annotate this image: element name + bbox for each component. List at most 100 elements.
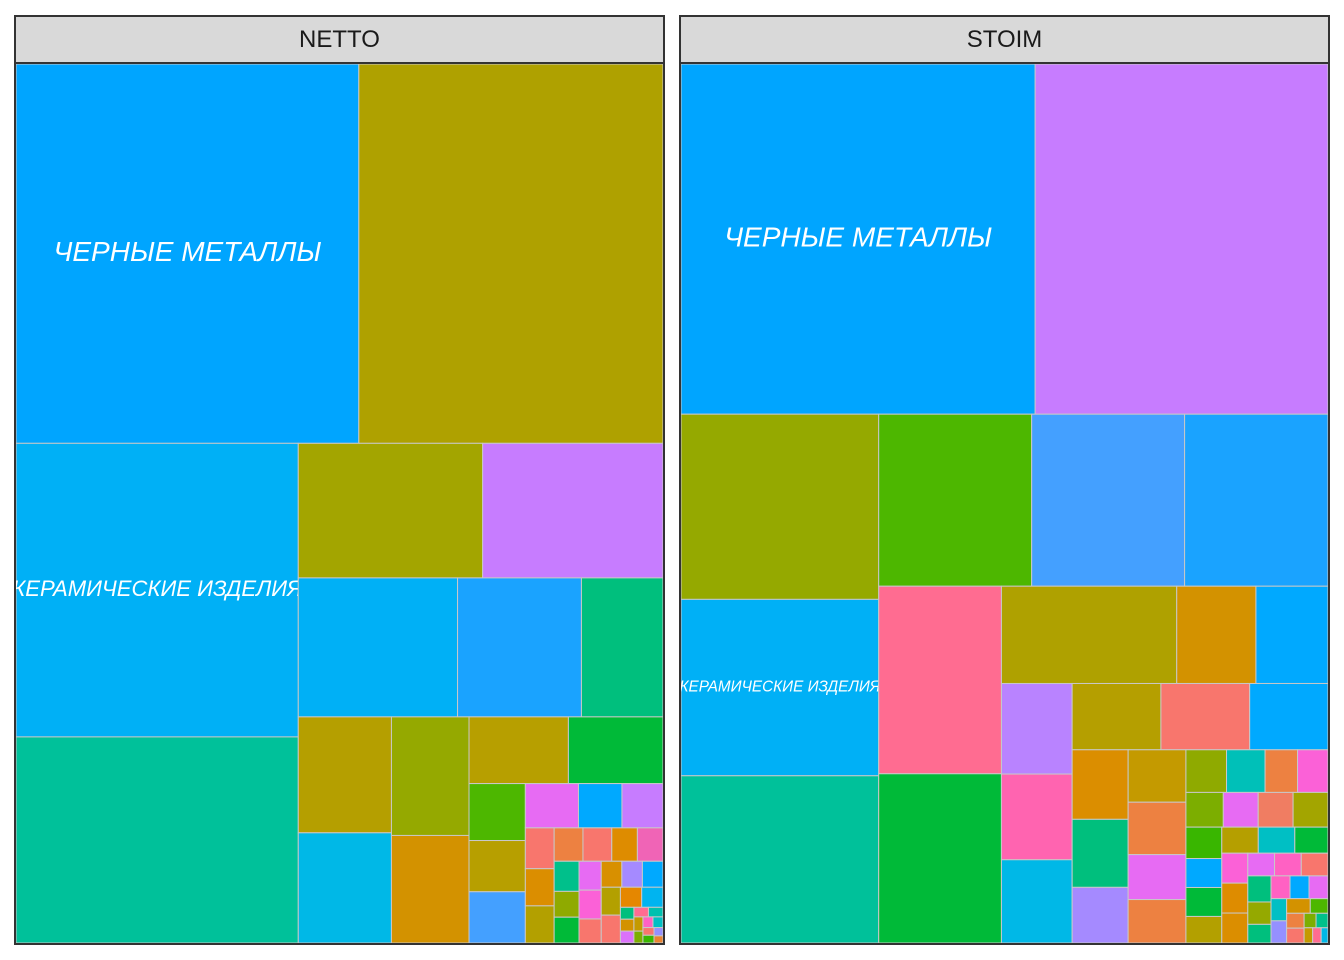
treemap-tile xyxy=(553,860,580,892)
treemap-tile xyxy=(1312,927,1322,943)
treemap-tile xyxy=(16,736,299,943)
treemap-tile xyxy=(878,773,1002,943)
treemap-tile xyxy=(1127,749,1187,803)
treemap-tile xyxy=(1308,875,1328,900)
treemap-tile xyxy=(1320,927,1328,943)
treemap-tile xyxy=(582,827,613,862)
treemap-tile xyxy=(878,585,1002,775)
treemap-tile xyxy=(1300,852,1328,877)
treemap-tile xyxy=(641,886,663,908)
treemap-tile xyxy=(1222,791,1259,828)
treemap-tile xyxy=(1031,413,1186,587)
treemap-tile xyxy=(524,868,555,907)
treemap-tile xyxy=(1185,858,1223,888)
treemap-tile xyxy=(611,827,638,862)
treemap-tile xyxy=(1185,826,1223,860)
treemap-tile xyxy=(641,860,663,888)
treemap-tile xyxy=(297,442,484,579)
tile-label: ЧЕРНЫЕ МЕТАЛЛЫ xyxy=(54,236,322,267)
tile-label: КЕРАМИЧЕСКИЕ ИЗДЕЛИЯ xyxy=(681,679,881,696)
treemap-tile xyxy=(297,716,392,834)
treemap-netto: ЧЕРНЫЕ МЕТАЛЛЫ КЕРАМИЧЕСКИЕ ИЗДЕЛИЯ xyxy=(16,64,663,943)
treemap-tile xyxy=(1309,898,1328,914)
treemap-tile xyxy=(1297,749,1328,793)
treemap-tile xyxy=(1127,854,1187,901)
treemap-tile xyxy=(578,918,602,943)
treemap-tile xyxy=(578,860,602,891)
treemap-tile xyxy=(390,834,470,943)
facet-strip-netto: NETTO xyxy=(14,15,665,64)
treemap-tile xyxy=(1185,791,1224,828)
treemap-tile xyxy=(1185,749,1228,793)
treemap-tile xyxy=(619,906,635,920)
treemap-tile xyxy=(567,716,663,785)
treemap-tile xyxy=(468,783,526,842)
treemap-tile xyxy=(1221,826,1259,854)
treemap-tile xyxy=(1071,749,1129,820)
treemap-tile xyxy=(1286,898,1311,914)
treemap-tile xyxy=(619,886,643,908)
treemap-tile xyxy=(1127,899,1187,943)
treemap-tile xyxy=(1289,875,1310,900)
treemap-tile xyxy=(642,916,654,929)
treemap-tile xyxy=(1315,912,1328,929)
treemap-tile xyxy=(578,889,602,920)
treemap-tile xyxy=(1247,901,1272,925)
treemap-tile xyxy=(1257,826,1296,854)
treemap-tile xyxy=(621,860,643,888)
treemap-tile xyxy=(482,442,663,579)
facet-title-netto: NETTO xyxy=(299,25,380,53)
treemap-tile xyxy=(468,891,526,943)
treemap-tile xyxy=(1071,818,1129,888)
treemap-tile xyxy=(1274,852,1302,877)
treemap-tile xyxy=(1176,585,1257,684)
treemap-tile xyxy=(1286,912,1305,929)
facet-stoim: STOIM ЧЕРНЫЕ МЕТАЛЛЫ КЕРАМИЧЕСКИЕ ИЗДЕЛИЯ xyxy=(679,15,1330,945)
treemap-tile xyxy=(1160,682,1251,751)
treemap-tile xyxy=(1286,927,1305,943)
treemap-tile xyxy=(1071,886,1129,943)
facet-title-stoim: STOIM xyxy=(966,25,1043,53)
treemap-tile xyxy=(1257,791,1294,828)
treemap-tile xyxy=(1000,682,1073,775)
treemap-tile xyxy=(468,716,569,785)
treemap-tile xyxy=(600,860,623,888)
treemap-tile xyxy=(633,906,649,918)
treemap-tile xyxy=(1221,882,1249,914)
treemap-tile xyxy=(457,577,582,718)
treemap-tile xyxy=(1292,791,1328,828)
treemap-tile xyxy=(577,783,623,829)
treemap-tile xyxy=(1247,875,1272,903)
treemap-tile xyxy=(1034,64,1328,415)
facet-netto: NETTO ЧЕРНЫЕ МЕТАЛЛЫ КЕРАМИЧЕСКИЕ ИЗДЕЛИЯ xyxy=(14,15,665,945)
treemap-tile xyxy=(1249,682,1328,751)
treemap-tile xyxy=(1270,920,1288,943)
treemap-tile xyxy=(600,914,621,943)
treemap-tile xyxy=(358,64,663,444)
treemap-tile xyxy=(524,827,555,870)
treemap-tile xyxy=(1270,898,1288,922)
treemap-tile xyxy=(1303,912,1317,929)
treemap-tile xyxy=(524,783,579,829)
facet-strip-stoim: STOIM xyxy=(679,15,1330,64)
treemap-tile xyxy=(681,64,1036,415)
treemap-tile xyxy=(621,783,663,829)
treemap-tile xyxy=(1247,852,1276,877)
facet-panel-netto: ЧЕРНЫЕ МЕТАЛЛЫ КЕРАМИЧЕСКИЕ ИЗДЕЛИЯ xyxy=(14,62,665,945)
treemap-tile xyxy=(1000,859,1073,943)
treemap-tile xyxy=(1247,923,1272,943)
treemap-tile xyxy=(297,832,392,943)
treemap-tile xyxy=(653,927,663,937)
treemap-tile xyxy=(580,577,663,718)
treemap-tile xyxy=(642,934,655,943)
treemap-tile xyxy=(652,916,663,929)
treemap-tile xyxy=(1000,585,1178,684)
treemap-tile xyxy=(553,890,580,918)
treemap-tile xyxy=(600,886,621,916)
treemap-tile xyxy=(553,827,584,862)
treemap-tile xyxy=(1184,413,1328,587)
treemap-tile xyxy=(1303,927,1314,943)
treemap-tile xyxy=(681,775,880,943)
treemap-tile xyxy=(1185,886,1223,917)
treemap-tile xyxy=(642,927,655,936)
